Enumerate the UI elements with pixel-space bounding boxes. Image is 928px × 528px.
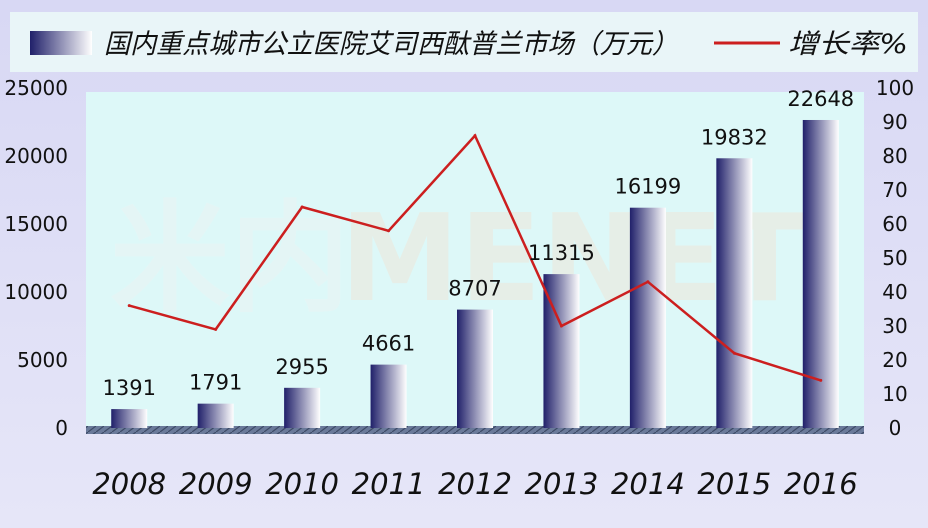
x-tick-label: 2009	[179, 467, 253, 501]
growth-point	[819, 378, 823, 382]
bar-value-label: 11315	[528, 241, 595, 265]
bar-series	[111, 119, 839, 429]
x-tick-label: 2008	[92, 467, 166, 501]
bar-value-label: 8707	[448, 277, 501, 301]
y-right-tick-label: 10	[882, 382, 907, 406]
legend-line-label: 增长率%	[788, 29, 908, 60]
x-tick-label: 2013	[525, 467, 599, 501]
bar-value-label: 16199	[614, 175, 681, 199]
y-left-tick-label: 20000	[4, 144, 68, 168]
y-left-tick-label: 5000	[17, 348, 68, 372]
y-right-tick-label: 40	[882, 280, 907, 304]
bar-value-label: 19832	[701, 125, 768, 149]
growth-point	[732, 351, 736, 355]
svg-text:米内: 米内	[110, 190, 350, 329]
bar-value-label: 1791	[189, 371, 242, 395]
bar	[629, 207, 666, 428]
x-axis: 2008 2009 2010 2011 2012 2013 2014 2015 2016	[92, 467, 857, 501]
y-right-tick-label: 50	[882, 246, 907, 270]
bar-value-label: 22648	[787, 87, 854, 111]
growth-point	[127, 304, 131, 308]
bar	[197, 403, 234, 428]
growth-point	[387, 229, 391, 233]
y-right-tick-label: 100	[876, 76, 914, 100]
legend-bar-swatch	[30, 31, 92, 55]
x-tick-label: 2012	[438, 467, 512, 501]
y-axis-left: 0 5000 10000 15000 20000 25000	[4, 76, 68, 440]
y-left-tick-label: 10000	[4, 280, 68, 304]
bar	[457, 309, 493, 428]
x-tick-label: 2010	[265, 467, 339, 501]
legend-bar-label: 国内重点城市公立医院艾司西酞普兰市场（万元）	[104, 29, 678, 60]
y-right-tick-label: 20	[882, 348, 907, 372]
growth-point	[473, 134, 477, 138]
menet-watermark-logo: 米内 MENET	[110, 190, 806, 329]
y-left-tick-label: 0	[55, 416, 68, 440]
x-tick-label: 2014	[611, 467, 685, 501]
growth-point	[214, 327, 218, 331]
y-left-tick-label: 15000	[4, 212, 68, 236]
y-right-tick-label: 30	[882, 314, 907, 338]
x-tick-label: 2015	[697, 467, 771, 501]
bar	[284, 387, 321, 428]
chart-floor	[86, 426, 864, 434]
growth-line-series	[127, 133, 823, 382]
y-axis-right: 0 10 20 30 40 50 60 70 80 90 100	[876, 76, 914, 440]
bar	[111, 409, 148, 428]
growth-point	[559, 324, 563, 328]
x-tick-label: 2011	[352, 467, 426, 501]
bar	[716, 158, 753, 429]
bar-value-label: 2955	[275, 355, 328, 379]
bar	[370, 364, 407, 428]
bar-value-label: 1391	[102, 376, 155, 400]
growth-point	[300, 205, 304, 209]
y-right-tick-label: 60	[882, 212, 907, 236]
y-right-tick-label: 0	[889, 416, 902, 440]
y-right-tick-label: 70	[882, 178, 907, 202]
y-right-tick-label: 90	[882, 110, 907, 134]
x-tick-label: 2016	[784, 467, 858, 501]
data-labels: 1391 1791 2955 4661 8707 11315 16199 19832 22648	[102, 87, 854, 400]
bar-value-label: 4661	[362, 332, 415, 356]
growth-point	[646, 280, 650, 284]
y-right-tick-label: 80	[882, 144, 907, 168]
y-left-tick-label: 25000	[4, 76, 68, 100]
